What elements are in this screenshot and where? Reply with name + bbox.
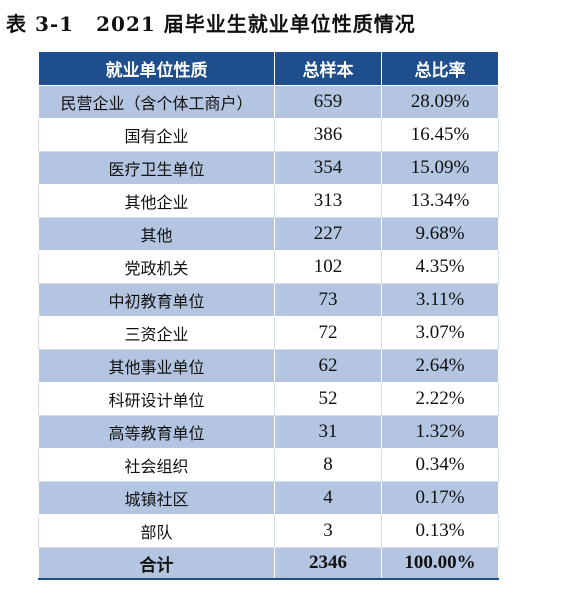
ratio-cell: 0.17% [381,481,499,515]
table-row: 三资企业 72 3.07% [38,316,499,350]
total-label: 合计 [38,547,275,580]
table-row: 医疗卫生单位 354 15.09% [38,151,499,185]
unit-type-cell: 部队 [38,514,275,548]
table-caption: 表 3-1 2021 届毕业生就业单位性质情况 [6,8,561,40]
ratio-cell: 1.32% [381,415,499,449]
unit-type-cell: 社会组织 [38,448,275,482]
unit-type-cell: 党政机关 [38,250,275,284]
sample-count-cell: 313 [274,184,382,218]
table-row: 其他企业 313 13.34% [38,184,499,218]
ratio-cell: 0.13% [381,514,499,548]
sample-count-cell: 102 [274,250,382,284]
sample-count-cell: 8 [274,448,382,482]
ratio-cell: 16.45% [381,118,499,152]
table-row: 部队 3 0.13% [38,514,499,548]
table-row: 社会组织 8 0.34% [38,448,499,482]
ratio-cell: 28.09% [381,85,499,119]
table-row: 民营企业（含个体工商户） 659 28.09% [38,85,499,119]
ratio-cell: 9.68% [381,217,499,251]
sample-count-cell: 227 [274,217,382,251]
table-row: 中初教育单位 73 3.11% [38,283,499,317]
sample-count-cell: 354 [274,151,382,185]
ratio-cell: 3.11% [381,283,499,317]
header-unit-type: 就业单位性质 [38,51,275,86]
employment-unit-table: 就业单位性质 总样本 总比率 民营企业（含个体工商户） 659 28.09% 国… [38,51,499,580]
unit-type-cell: 国有企业 [38,118,275,152]
unit-type-cell: 医疗卫生单位 [38,151,275,185]
unit-type-cell: 民营企业（含个体工商户） [38,85,275,119]
total-ratio: 100.00% [381,547,499,580]
ratio-cell: 3.07% [381,316,499,350]
ratio-cell: 4.35% [381,250,499,284]
sample-count-cell: 659 [274,85,382,119]
sample-count-cell: 62 [274,349,382,383]
table-row: 城镇社区 4 0.17% [38,481,499,515]
table-row: 高等教育单位 31 1.32% [38,415,499,449]
table-title: 2021 届毕业生就业单位性质情况 [96,12,416,36]
ratio-cell: 2.64% [381,349,499,383]
table-number: 表 3-1 [6,12,75,36]
unit-type-cell: 科研设计单位 [38,382,275,416]
sample-count-cell: 386 [274,118,382,152]
total-row: 合计 2346 100.00% [38,547,499,580]
table-row: 其他事业单位 62 2.64% [38,349,499,383]
ratio-cell: 13.34% [381,184,499,218]
unit-type-cell: 城镇社区 [38,481,275,515]
sample-count-cell: 52 [274,382,382,416]
sample-count-cell: 3 [274,514,382,548]
unit-type-cell: 其他企业 [38,184,275,218]
table-row: 其他 227 9.68% [38,217,499,251]
total-count: 2346 [274,547,382,580]
ratio-cell: 15.09% [381,151,499,185]
sample-count-cell: 4 [274,481,382,515]
header-row: 就业单位性质 总样本 总比率 [38,51,499,86]
ratio-cell: 0.34% [381,448,499,482]
sample-count-cell: 31 [274,415,382,449]
sample-count-cell: 72 [274,316,382,350]
unit-type-cell: 其他事业单位 [38,349,275,383]
table-row: 国有企业 386 16.45% [38,118,499,152]
unit-type-cell: 高等教育单位 [38,415,275,449]
header-sample-count: 总样本 [274,51,382,86]
sample-count-cell: 73 [274,283,382,317]
table-row: 党政机关 102 4.35% [38,250,499,284]
unit-type-cell: 中初教育单位 [38,283,275,317]
unit-type-cell: 三资企业 [38,316,275,350]
table-row: 科研设计单位 52 2.22% [38,382,499,416]
ratio-cell: 2.22% [381,382,499,416]
header-ratio: 总比率 [381,51,499,86]
unit-type-cell: 其他 [38,217,275,251]
